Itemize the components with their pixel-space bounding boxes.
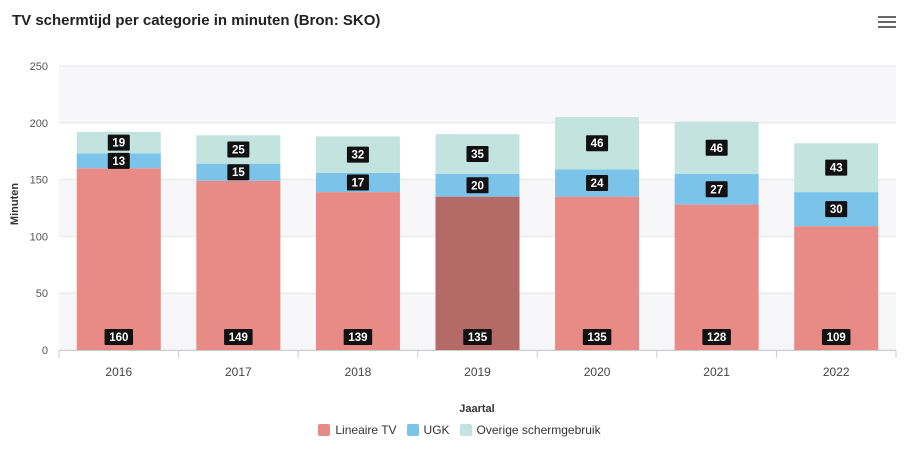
x-tick-label: 2016 bbox=[105, 365, 132, 379]
data-label: 43 bbox=[825, 159, 848, 176]
y-axis-title: Minuten bbox=[9, 183, 21, 225]
legend-swatch bbox=[459, 424, 472, 436]
data-label: 46 bbox=[586, 135, 609, 152]
svg-text:109: 109 bbox=[827, 332, 846, 344]
legend-item[interactable]: Overige schermgebruik bbox=[459, 423, 601, 437]
x-tick-label: 2022 bbox=[823, 365, 850, 379]
y-tick-label: 100 bbox=[30, 231, 48, 243]
data-label: 13 bbox=[107, 152, 130, 169]
chart-canvas: 0 50 100 150 200 250 160 13 19 149 15 25 139 17 32 135… bbox=[9, 61, 897, 415]
data-label: 19 bbox=[107, 134, 130, 151]
svg-text:25: 25 bbox=[232, 144, 245, 156]
svg-text:30: 30 bbox=[830, 204, 843, 216]
y-tick-label: 250 bbox=[30, 61, 48, 73]
data-label: 17 bbox=[346, 174, 369, 191]
data-label: 128 bbox=[702, 329, 731, 345]
svg-text:32: 32 bbox=[352, 150, 365, 162]
legend-label: UGK bbox=[423, 423, 450, 437]
data-label: 139 bbox=[343, 329, 373, 345]
bar-segment[interactable] bbox=[76, 168, 161, 350]
svg-text:128: 128 bbox=[707, 332, 727, 344]
y-tick-label: 200 bbox=[30, 118, 48, 130]
svg-text:15: 15 bbox=[232, 167, 245, 179]
svg-text:43: 43 bbox=[830, 163, 843, 175]
svg-text:149: 149 bbox=[229, 332, 248, 344]
hamburger-menu-icon[interactable] bbox=[876, 14, 898, 32]
data-label: 30 bbox=[825, 201, 848, 218]
svg-text:17: 17 bbox=[352, 177, 365, 189]
svg-text:27: 27 bbox=[710, 184, 723, 196]
legend-label: Overige schermgebruik bbox=[476, 423, 601, 437]
data-label: 135 bbox=[463, 329, 492, 345]
bar-segment[interactable] bbox=[435, 196, 520, 350]
x-tick-label: 2020 bbox=[584, 365, 611, 379]
svg-text:24: 24 bbox=[591, 178, 604, 190]
data-label: 109 bbox=[821, 329, 851, 345]
svg-text:19: 19 bbox=[112, 138, 125, 150]
y-tick-label: 50 bbox=[36, 288, 48, 300]
plot-band bbox=[59, 66, 896, 123]
svg-text:46: 46 bbox=[591, 138, 604, 150]
bar-segment[interactable] bbox=[555, 196, 640, 350]
x-axis-title: Jaartal bbox=[459, 403, 494, 415]
svg-text:135: 135 bbox=[468, 332, 488, 344]
bar-segment[interactable] bbox=[315, 192, 400, 350]
legend-item[interactable]: Lineaire TV bbox=[318, 423, 397, 437]
data-label: 35 bbox=[466, 146, 489, 163]
bar-segment[interactable] bbox=[196, 180, 281, 350]
svg-text:135: 135 bbox=[587, 332, 607, 344]
data-label: 25 bbox=[227, 141, 250, 158]
svg-text:46: 46 bbox=[710, 143, 723, 155]
data-label: 20 bbox=[466, 177, 489, 194]
legend-swatch bbox=[406, 424, 419, 436]
data-label: 149 bbox=[224, 329, 253, 345]
x-tick-label: 2017 bbox=[225, 365, 252, 379]
svg-text:139: 139 bbox=[348, 332, 367, 344]
data-label: 27 bbox=[705, 181, 728, 198]
x-tick-label: 2021 bbox=[703, 365, 730, 379]
svg-text:35: 35 bbox=[471, 149, 484, 161]
legend-swatch bbox=[318, 424, 331, 436]
data-label: 160 bbox=[104, 329, 134, 345]
data-label: 24 bbox=[586, 175, 609, 192]
legend-item[interactable]: UGK bbox=[406, 423, 450, 437]
y-tick-label: 0 bbox=[42, 345, 48, 357]
svg-text:13: 13 bbox=[112, 156, 125, 168]
bar-segment[interactable] bbox=[674, 204, 759, 350]
data-label: 15 bbox=[227, 164, 250, 181]
data-label: 32 bbox=[346, 146, 369, 163]
data-label: 46 bbox=[705, 139, 728, 156]
data-label: 135 bbox=[582, 329, 612, 345]
svg-text:20: 20 bbox=[471, 180, 484, 192]
chart-legend: Lineaire TV UGK Overige schermgebruik bbox=[0, 423, 919, 439]
chart-title: TV schermtijd per categorie in minuten (… bbox=[12, 12, 381, 29]
x-tick-label: 2018 bbox=[345, 365, 372, 379]
x-tick-label: 2019 bbox=[464, 365, 491, 379]
y-tick-label: 150 bbox=[30, 175, 48, 187]
svg-text:160: 160 bbox=[109, 332, 128, 344]
legend-label: Lineaire TV bbox=[335, 423, 397, 437]
